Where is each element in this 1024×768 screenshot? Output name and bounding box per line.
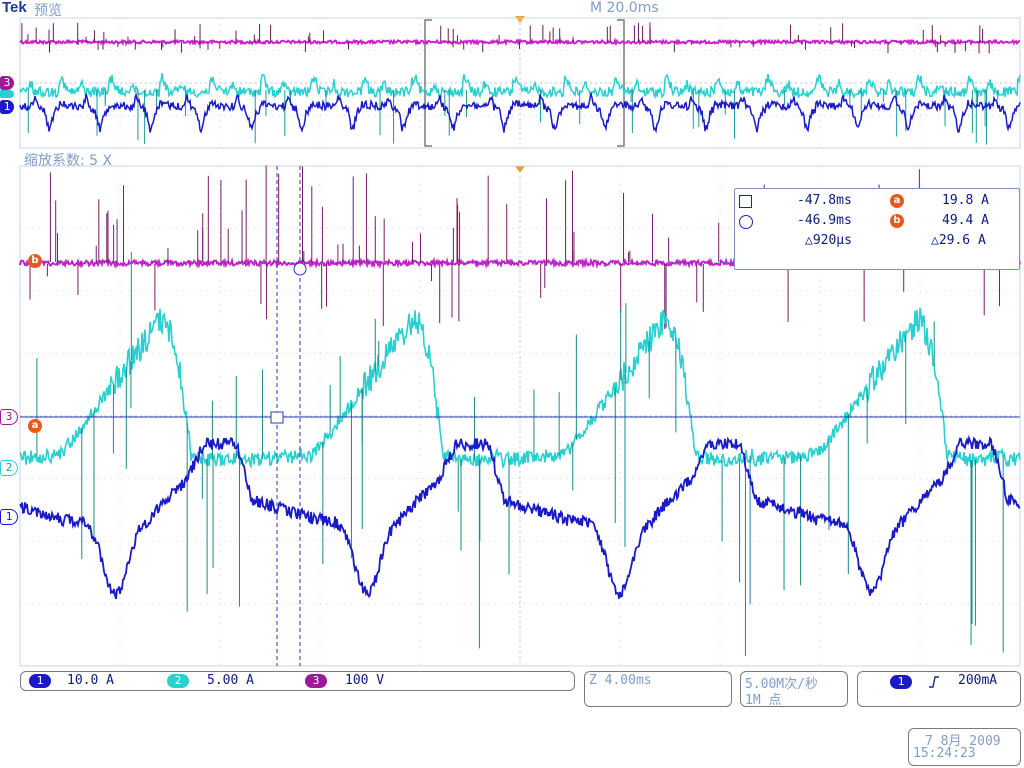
zoom-window-bracket [424, 19, 625, 147]
mode-label: 预览 [34, 3, 62, 19]
zoom-time-value: Z 4.00ms [589, 673, 652, 688]
zoom-factor-label: 缩放系数: 5 X [24, 153, 113, 169]
cursor-a-readout-icon: a [890, 194, 904, 208]
ch1-scale: 10.0 A [67, 673, 114, 688]
date-display: 7 8月 2009 [925, 734, 1001, 749]
cursor-2-time: -46.9ms [797, 213, 852, 228]
cursor-a-marker[interactable]: a [28, 419, 42, 433]
ch2-badge[interactable]: 2 [167, 674, 189, 688]
trigger-level: 200mA [958, 673, 998, 688]
overview-graticule [19, 17, 1021, 149]
cursor-readout-panel: -47.8ms -46.9ms △920µs 19.8 A 49.4 A △29… [734, 188, 1020, 270]
time-display: 15:24:23 [913, 746, 976, 761]
rising-edge-icon [929, 676, 939, 688]
header-bar: Tek 预览 M 20.0ms [0, 0, 1024, 19]
cursor-a-value: 19.8 A [942, 193, 989, 208]
ch3-zoom-marker[interactable]: 3 [0, 409, 18, 425]
cursor-b-marker[interactable]: b [28, 254, 42, 268]
trigger-source-badge[interactable]: 1 [890, 675, 912, 689]
ch3-scale: 100 V [345, 673, 385, 688]
time-cursor-2-icon [739, 215, 753, 229]
brand-logo: Tek [2, 0, 27, 16]
zoom-ch1-trace [19, 434, 1021, 600]
ch3-badge[interactable]: 3 [305, 674, 327, 688]
acquisition-panel[interactable]: 5.00M次/秒 1M 点 [740, 671, 848, 708]
ch2-zoom-marker[interactable]: 2 [0, 460, 18, 476]
cursor-b-readout-icon: b [890, 214, 904, 228]
ch1-overview-marker[interactable]: 1 [0, 100, 14, 114]
time-cursor-1-icon [739, 195, 752, 208]
zoom-bracket-left [424, 19, 432, 147]
timebase-label: M 20.0ms [590, 0, 659, 16]
ch2-overview-marker[interactable] [0, 90, 14, 98]
sample-rate: 5.00M次/秒 [745, 677, 818, 692]
trigger-panel[interactable]: 1 200mA [857, 671, 1021, 707]
zoom-bracket-right [617, 19, 625, 147]
datetime-panel: 7 8月 2009 15:24:23 [908, 728, 1021, 766]
cursor-delta-time: △920µs [805, 233, 852, 248]
ch1-badge[interactable]: 1 [29, 674, 51, 688]
cursor-2-handle [293, 262, 307, 276]
cursor-delta-value: △29.6 A [931, 233, 986, 248]
overview-ch1-trace [19, 91, 1021, 134]
ch3-overview-marker[interactable]: 3 [0, 76, 14, 90]
record-length: 1M 点 [745, 693, 782, 708]
cursor-lines [20, 166, 1020, 666]
channel-scale-panel[interactable]: 1 10.0 A 2 5.00 A 3 100 V [20, 671, 575, 691]
zoom-ch2-trace [19, 307, 1021, 470]
ch1-zoom-marker[interactable]: 1 [0, 509, 18, 525]
cursor-1-time: -47.8ms [797, 193, 852, 208]
cursor-b-value: 49.4 A [942, 213, 989, 228]
zoom-time-panel[interactable]: Z 4.00ms [584, 671, 732, 707]
cursor-1-handle [270, 411, 284, 424]
ch2-scale: 5.00 A [207, 673, 254, 688]
zoom-trigger-position-icon [515, 166, 525, 173]
